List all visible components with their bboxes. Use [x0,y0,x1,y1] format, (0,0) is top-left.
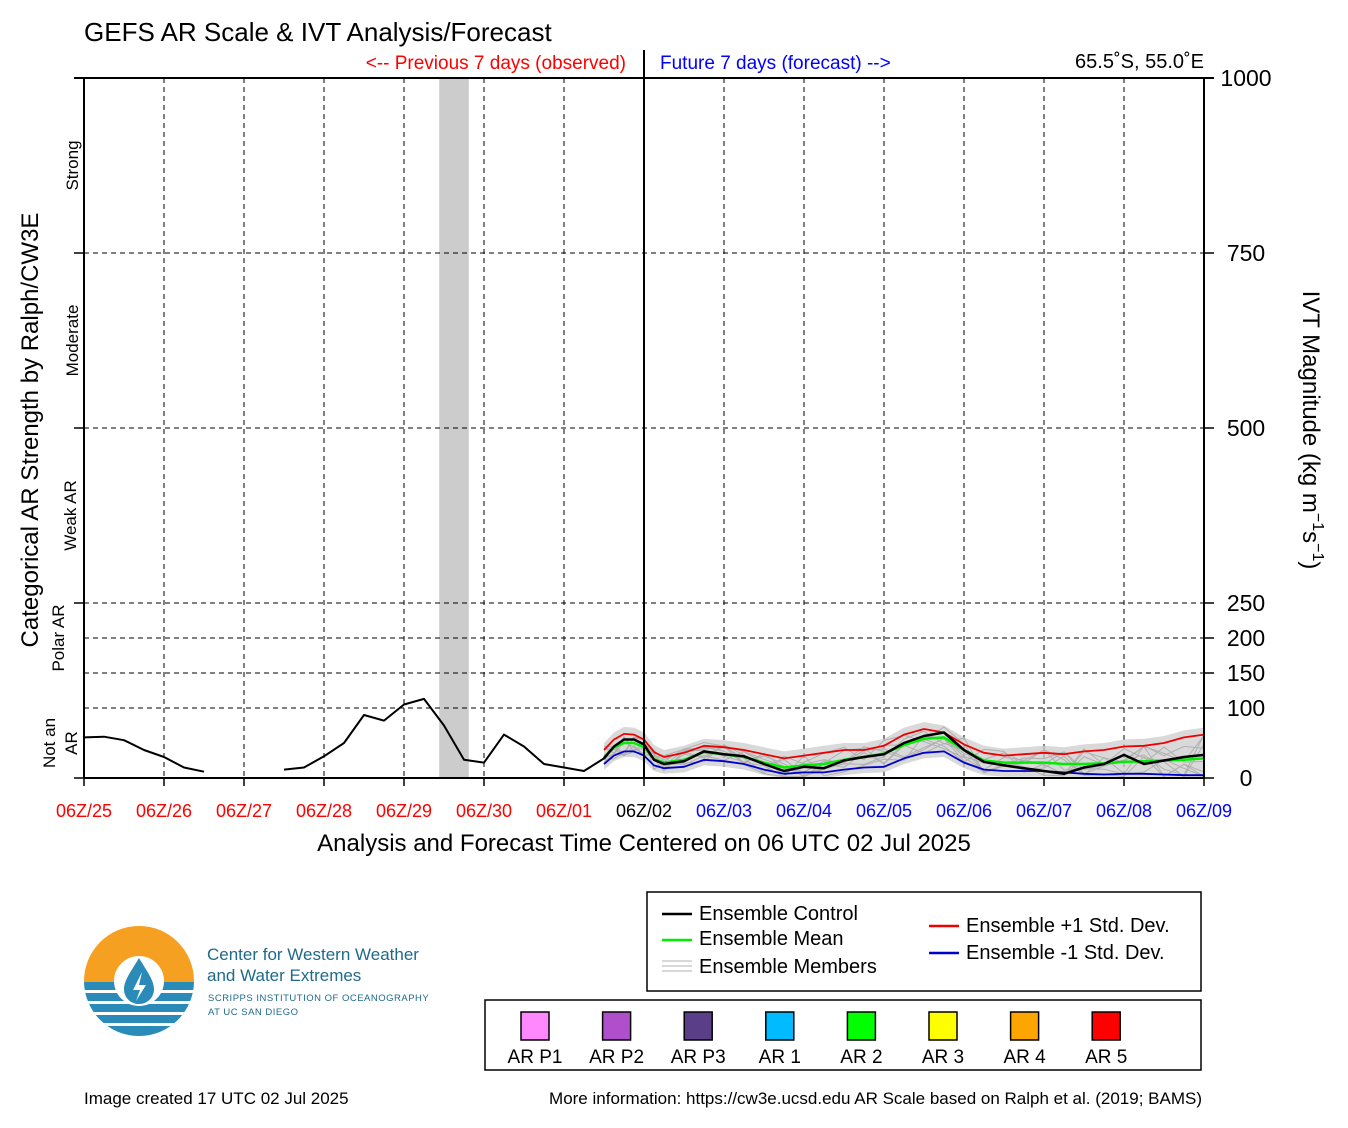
right-axis-label: IVT Magnitude (kg m−1s−1) [1297,291,1326,570]
ar-swatch-8 [1091,1011,1121,1041]
ar-swatch-2 [601,1011,632,1041]
right-axis-label-main: IVT Magnitude (kg m [1297,291,1324,513]
logo-line-4: AT UC SAN DIEGO [208,1007,299,1018]
ar-scale-legend: AR P1 AR P2 AR P3 AR 1 AR 2 AR 3 AR 4 AR 5 [508,1011,1127,1068]
axes [74,50,1214,779]
legend-control-label: Ensemble Control [699,903,858,925]
ar-label-3: AR P3 [671,1047,726,1068]
category-not-an: Not an [40,718,59,768]
ytick-label-150: 150 [1227,660,1265,686]
legend-minus-sd-label: Ensemble -1 Std. Dev. [966,942,1165,964]
series-plus [603,728,1205,760]
ar-swatch-7 [1009,1011,1040,1041]
category-weak-ar: Weak AR [61,480,80,551]
right-axis-label-end: ) [1297,561,1324,569]
ytick-label-200: 200 [1227,625,1265,651]
location-label: 65.5˚S, 55.0˚E [1075,51,1204,73]
chart-title: GEFS AR Scale & IVT Analysis/Forecast [84,17,552,47]
xtick-label-06Z/09: 06Z/09 [1176,801,1232,821]
right-axis-label-s: s [1297,531,1324,543]
logo-line-3: SCRIPPS INSTITUTION OF OCEANOGRAPHY [208,993,429,1004]
logo-line-2: and Water Extremes [207,966,361,985]
xtick-label-06Z/25: 06Z/25 [56,801,112,821]
ar-swatch-3 [683,1011,713,1041]
legend-members-swatch [662,960,692,972]
xtick-label-06Z/08: 06Z/08 [1096,801,1152,821]
ar-swatch-6 [928,1011,958,1041]
ytick-label-250: 250 [1227,590,1265,616]
series-legend: Ensemble Control Ensemble Mean Ensemble … [646,891,1202,992]
right-axis-label-sup1: −1 [1309,513,1326,531]
right-axis-label-sup2: −1 [1309,543,1326,561]
category-polar-ar: Polar AR [49,604,68,671]
x-axis-label: Analysis and Forecast Time Centered on 0… [317,830,971,857]
future-period-label: Future 7 days (forecast) --> [660,53,891,74]
xtick-label-06Z/05: 06Z/05 [856,801,912,821]
category-not-an-ar: AR [62,731,81,755]
tick-labels: 06Z/25 06Z/26 06Z/27 06Z/28 06Z/29 06Z/30 06Z/… [56,65,1272,821]
ar-swatch-5 [846,1011,877,1041]
xtick-label-06Z/29: 06Z/29 [376,801,432,821]
footer-info: More information: https://cw3e.ucsd.edu … [549,1089,1202,1108]
ar-label-1: AR P1 [508,1047,563,1068]
series-minus [603,750,1204,777]
member-line-1 [603,734,1205,777]
ytick-label-500: 500 [1227,415,1265,441]
lightning-icon [133,972,146,1001]
ar-label-6: AR 3 [922,1047,964,1068]
xtick-label-06Z/04: 06Z/04 [776,801,832,821]
ar-label-2: AR P2 [589,1047,644,1068]
xtick-label-06Z/28: 06Z/28 [296,801,352,821]
ytick-label-100: 100 [1227,695,1265,721]
ar-label-8: AR 5 [1085,1047,1127,1068]
xtick-label-06Z/27: 06Z/27 [216,801,272,821]
ytick-label-750: 750 [1227,240,1265,266]
xtick-label-06Z/07: 06Z/07 [1016,801,1072,821]
category-strong: Strong [63,140,82,190]
series-control [603,731,1205,776]
observed-control-2 [283,697,605,772]
xtick-label-06Z/02: 06Z/02 [616,801,672,821]
category-labels: Strong Moderate Weak AR Polar AR Not an AR [40,140,82,768]
footer-created: Image created 17 UTC 02 Jul 2025 [84,1089,349,1108]
xtick-label-06Z/03: 06Z/03 [696,801,752,821]
ar-label-4: AR 1 [759,1047,801,1068]
logo-line-1: Center for Western Weather [207,945,419,964]
previous-period-label: <-- Previous 7 days (observed) [366,53,626,74]
legend-plus-sd-label: Ensemble +1 Std. Dev. [966,915,1170,937]
xtick-label-06Z/30: 06Z/30 [456,801,512,821]
legend-members-label: Ensemble Members [699,956,877,978]
ar-label-5: AR 2 [840,1047,882,1068]
ar-label-7: AR 4 [1003,1047,1046,1068]
ytick-label-0: 0 [1240,765,1253,791]
series-legend-box [646,891,1202,992]
ar-swatch-4 [765,1011,795,1041]
member-line-8 [603,734,1205,775]
category-moderate: Moderate [63,305,82,377]
xtick-label-06Z/01: 06Z/01 [536,801,592,821]
ytick-label-1000: 1000 [1220,65,1271,91]
left-axis-label: Categorical AR Strength by Ralph/CW3E [17,213,44,648]
cw3e-logo: Center for Western Weather and Water Ext… [84,926,429,1036]
xtick-label-06Z/06: 06Z/06 [936,801,992,821]
ar-swatch-1 [520,1011,550,1041]
observed-control-1 [83,735,205,773]
legend-mean-label: Ensemble Mean [699,928,844,950]
xtick-label-06Z/26: 06Z/26 [136,801,192,821]
